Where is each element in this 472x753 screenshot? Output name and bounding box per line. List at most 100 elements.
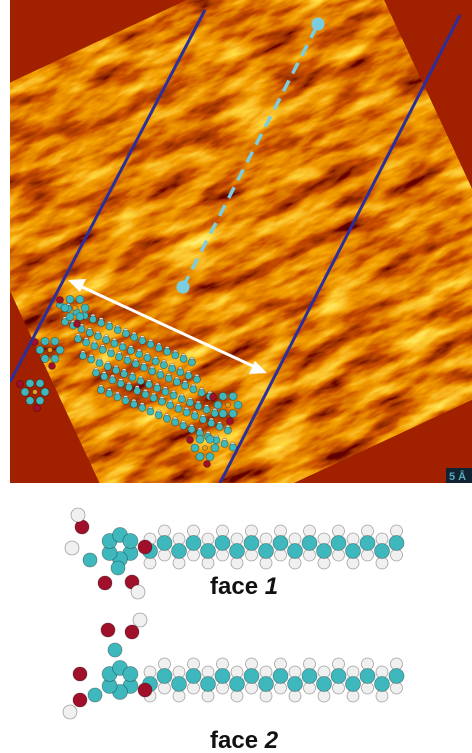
o-atom (101, 623, 115, 637)
o-atom (73, 667, 87, 681)
c-atom (187, 399, 194, 406)
c-atom (185, 372, 192, 379)
c-atom (317, 544, 332, 559)
c-atom (136, 351, 143, 358)
c-atom (177, 369, 184, 376)
c-atom (149, 368, 156, 375)
ring-atom (36, 379, 44, 387)
c-atom (127, 347, 134, 354)
caption-text: face (210, 727, 258, 753)
c-atom (167, 402, 174, 409)
c-atom (183, 409, 190, 416)
c-atom (198, 389, 205, 396)
c-atom (172, 419, 179, 426)
ring-atom (76, 295, 84, 303)
c-atom (157, 371, 164, 378)
c-atom (346, 544, 361, 559)
o-atom (138, 683, 152, 697)
endpoint (177, 281, 190, 294)
c-atom (99, 346, 106, 353)
c-atom (117, 380, 124, 387)
c-atom (107, 350, 114, 357)
c-atom (112, 367, 119, 374)
c-atom (131, 334, 138, 341)
o-atom (138, 540, 152, 554)
c-atom (188, 426, 195, 433)
c-atom (172, 352, 179, 359)
c-atom (346, 677, 361, 692)
c-atom (208, 420, 215, 427)
ring-center (226, 403, 231, 408)
ring-atom (191, 444, 199, 452)
c-atom (124, 357, 131, 364)
c-atom (89, 316, 96, 323)
o-atom (133, 613, 147, 627)
ring-center (73, 306, 78, 311)
c-atom (172, 544, 187, 559)
o-atom (98, 576, 112, 590)
c-atom (101, 373, 108, 380)
c-atom (331, 536, 346, 551)
ring-atom (76, 313, 84, 321)
c-atom (302, 536, 317, 551)
ring-atom (56, 346, 64, 354)
o-atom (63, 705, 77, 719)
c-atom (114, 394, 121, 401)
o-atom (49, 363, 56, 370)
o-atom (83, 553, 97, 567)
ring-atom (66, 295, 74, 303)
c-atom (173, 378, 180, 385)
c-atom (188, 359, 195, 366)
c-atom (186, 669, 201, 684)
c-atom (114, 327, 121, 334)
c-atom (106, 390, 113, 397)
c-atom (215, 536, 230, 551)
o-atom (17, 381, 24, 388)
c-atom (158, 398, 165, 405)
c-atom (140, 364, 147, 371)
ring-atom (219, 392, 227, 400)
c-atom (273, 536, 288, 551)
ring-atom (81, 304, 89, 312)
c-atom (147, 341, 154, 348)
c-atom (360, 536, 375, 551)
o-atom (204, 461, 211, 468)
c-atom (221, 440, 228, 447)
ring-atom (123, 667, 138, 682)
figure: 5 Å face 1 face 2 (0, 0, 472, 753)
c-atom (172, 677, 187, 692)
c-atom (86, 329, 93, 336)
c-atom (178, 395, 185, 402)
ring-atom (211, 444, 219, 452)
c-atom (200, 416, 207, 423)
ring-atom (214, 401, 222, 409)
ring-atom (234, 401, 242, 409)
c-atom (98, 319, 105, 326)
c-atom (109, 377, 116, 384)
ring-atom (36, 346, 44, 354)
o-atom (111, 561, 125, 575)
c-atom (88, 356, 95, 363)
o-atom (187, 437, 194, 444)
ring-atom (36, 397, 44, 405)
c-atom (134, 387, 141, 394)
c-atom (122, 330, 129, 337)
ring-atom (196, 435, 204, 443)
c-atom (122, 397, 129, 404)
c-atom (360, 669, 375, 684)
c-atom (186, 536, 201, 551)
c-atom (142, 391, 149, 398)
o-atom (227, 418, 234, 425)
ring-atom (123, 534, 138, 549)
molecule-models (63, 508, 404, 719)
c-atom (94, 333, 101, 340)
ring-atom (61, 304, 69, 312)
ring-atom (51, 355, 59, 363)
c-atom (145, 381, 152, 388)
c-atom (144, 354, 151, 361)
o-atom (131, 585, 145, 599)
o-atom (210, 394, 217, 401)
c-atom (170, 392, 177, 399)
ring-atom (41, 337, 49, 345)
ring-atom (66, 313, 74, 321)
